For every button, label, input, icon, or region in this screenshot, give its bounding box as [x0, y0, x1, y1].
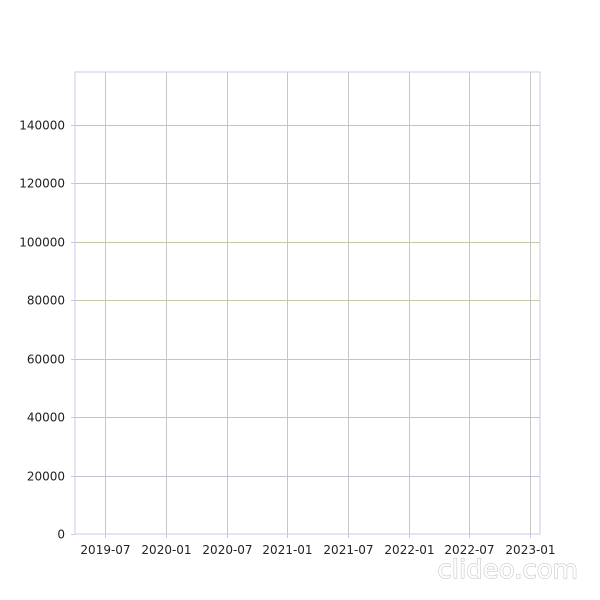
y-tick-label: 80000 — [27, 294, 65, 308]
watermark-text: clideo.com — [438, 555, 579, 585]
y-tick-label: 20000 — [27, 470, 65, 484]
x-tick-label: 2020-01 — [141, 543, 191, 557]
x-tick-label: 2020-07 — [202, 543, 252, 557]
horizontal-gridlines — [75, 125, 540, 477]
x-tick-label: 2023-01 — [505, 543, 555, 557]
y-axis-ticks: 0 20000 40000 60000 80000 100000 120000 140000 — [19, 119, 75, 542]
x-tick-label: 2022-01 — [384, 543, 434, 557]
x-tick-label: 2021-07 — [323, 543, 373, 557]
plot-frame — [74, 71, 541, 535]
y-tick-label: 100000 — [19, 236, 65, 250]
x-tick-label: 2022-07 — [444, 543, 494, 557]
vertical-gridlines — [105, 72, 531, 534]
y-tick-label: 40000 — [27, 411, 65, 425]
y-tick-label: 0 — [57, 528, 65, 542]
y-tick-label: 60000 — [27, 353, 65, 367]
x-axis-ticks: 2019-07 2020-01 2020-07 2021-01 2021-07 2022-… — [80, 534, 556, 557]
y-tick-label: 140000 — [19, 119, 65, 133]
x-tick-label: 2021-01 — [262, 543, 312, 557]
y-tick-label: 120000 — [19, 177, 65, 191]
x-tick-label: 2019-07 — [80, 543, 130, 557]
